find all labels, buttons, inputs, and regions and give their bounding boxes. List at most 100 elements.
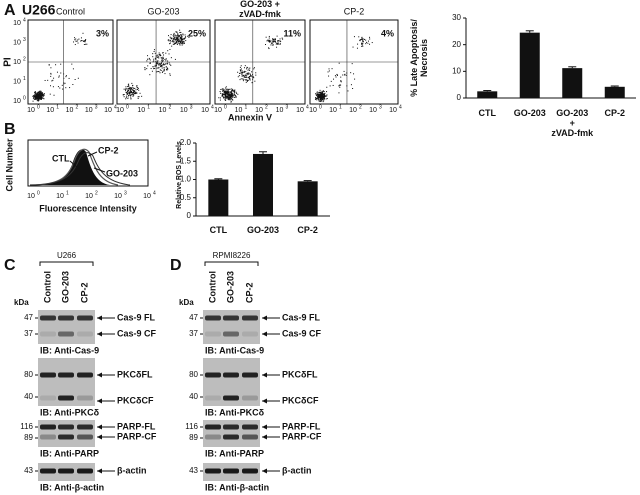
event-dot [181, 44, 183, 46]
event-dot [225, 95, 227, 97]
event-dot [281, 37, 283, 39]
event-dot [173, 36, 175, 38]
event-dot [35, 94, 37, 96]
event-dot [229, 88, 231, 90]
event-dot [265, 44, 267, 46]
event-dot [319, 89, 321, 91]
event-dot [174, 37, 176, 39]
event-dot [242, 72, 244, 74]
event-dot [127, 84, 129, 86]
event-dot [151, 70, 153, 72]
event-dot [227, 90, 229, 92]
event-dot [321, 92, 323, 94]
event-dot [182, 33, 184, 35]
mw-marker: 89 [24, 433, 33, 442]
tick-label-exponent: 1 [66, 190, 69, 196]
event-dot [129, 87, 131, 89]
event-dot [169, 48, 171, 50]
tick-label-base: 10 [104, 107, 112, 114]
event-dot [268, 41, 270, 43]
event-dot [240, 72, 242, 74]
event-dot [226, 97, 228, 99]
event-dot [39, 96, 41, 98]
event-dot [182, 43, 184, 45]
event-dot [78, 38, 80, 40]
event-dot [243, 78, 245, 80]
event-dot [350, 72, 352, 74]
event-dot [272, 44, 274, 46]
event-dot [38, 96, 40, 98]
event-dot [39, 93, 41, 95]
event-dot [183, 42, 185, 44]
event-dot [240, 65, 242, 67]
event-dot [38, 93, 40, 95]
event-dot [159, 55, 161, 57]
event-dot [123, 96, 125, 98]
tick-label-base: 10 [114, 193, 122, 200]
event-dot [326, 95, 328, 97]
event-dot [134, 92, 136, 94]
event-dot [277, 43, 279, 45]
mw-marker: 43 [24, 466, 33, 475]
event-dot [225, 97, 227, 99]
band [205, 468, 221, 474]
event-dot [246, 79, 248, 81]
event-dot [244, 76, 246, 78]
band [242, 434, 258, 440]
event-dot [163, 63, 165, 65]
event-dot [315, 97, 317, 99]
event-dot [182, 41, 184, 43]
event-dot [166, 62, 168, 64]
event-dot [40, 97, 42, 99]
event-dot [265, 36, 267, 38]
event-dot [39, 95, 41, 97]
blot [38, 420, 95, 447]
event-dot [228, 96, 230, 98]
event-dot [162, 57, 164, 59]
band-label: PKCδFL [117, 369, 153, 379]
event-dot [75, 38, 77, 40]
event-dot [38, 91, 40, 93]
band [40, 315, 56, 321]
event-dot [328, 70, 330, 72]
event-dot [131, 82, 133, 84]
event-dot [323, 96, 325, 98]
event-dot [248, 77, 250, 79]
mw-marker: 80 [24, 370, 33, 379]
event-dot [369, 43, 371, 45]
event-dot [241, 74, 243, 76]
event-dot [230, 97, 232, 99]
event-dot [357, 43, 359, 45]
antibody-label: IB: Anti-PKCδ [205, 407, 265, 417]
event-dot [128, 88, 130, 90]
event-dot [322, 90, 324, 92]
event-dot [255, 74, 257, 76]
event-dot [58, 75, 60, 77]
event-dot [126, 88, 128, 90]
event-dot [127, 91, 129, 93]
event-dot [157, 63, 159, 65]
band [223, 331, 239, 337]
event-dot [156, 63, 158, 65]
event-dot [339, 86, 341, 88]
event-dot [136, 88, 138, 90]
event-dot [326, 91, 328, 93]
event-dot [65, 76, 67, 78]
band [205, 331, 221, 337]
event-dot [274, 40, 276, 42]
event-dot [223, 94, 225, 96]
event-dot [332, 84, 334, 86]
event-dot [132, 90, 134, 92]
event-dot [137, 97, 139, 99]
event-dot [126, 93, 128, 95]
blot [38, 310, 95, 344]
band [205, 315, 221, 321]
event-dot [177, 35, 179, 37]
event-dot [163, 68, 165, 70]
event-dot [129, 92, 131, 94]
event-dot [320, 92, 322, 94]
band [77, 395, 93, 401]
event-dot [222, 89, 224, 91]
event-dot [128, 92, 130, 94]
event-dot [248, 68, 250, 70]
